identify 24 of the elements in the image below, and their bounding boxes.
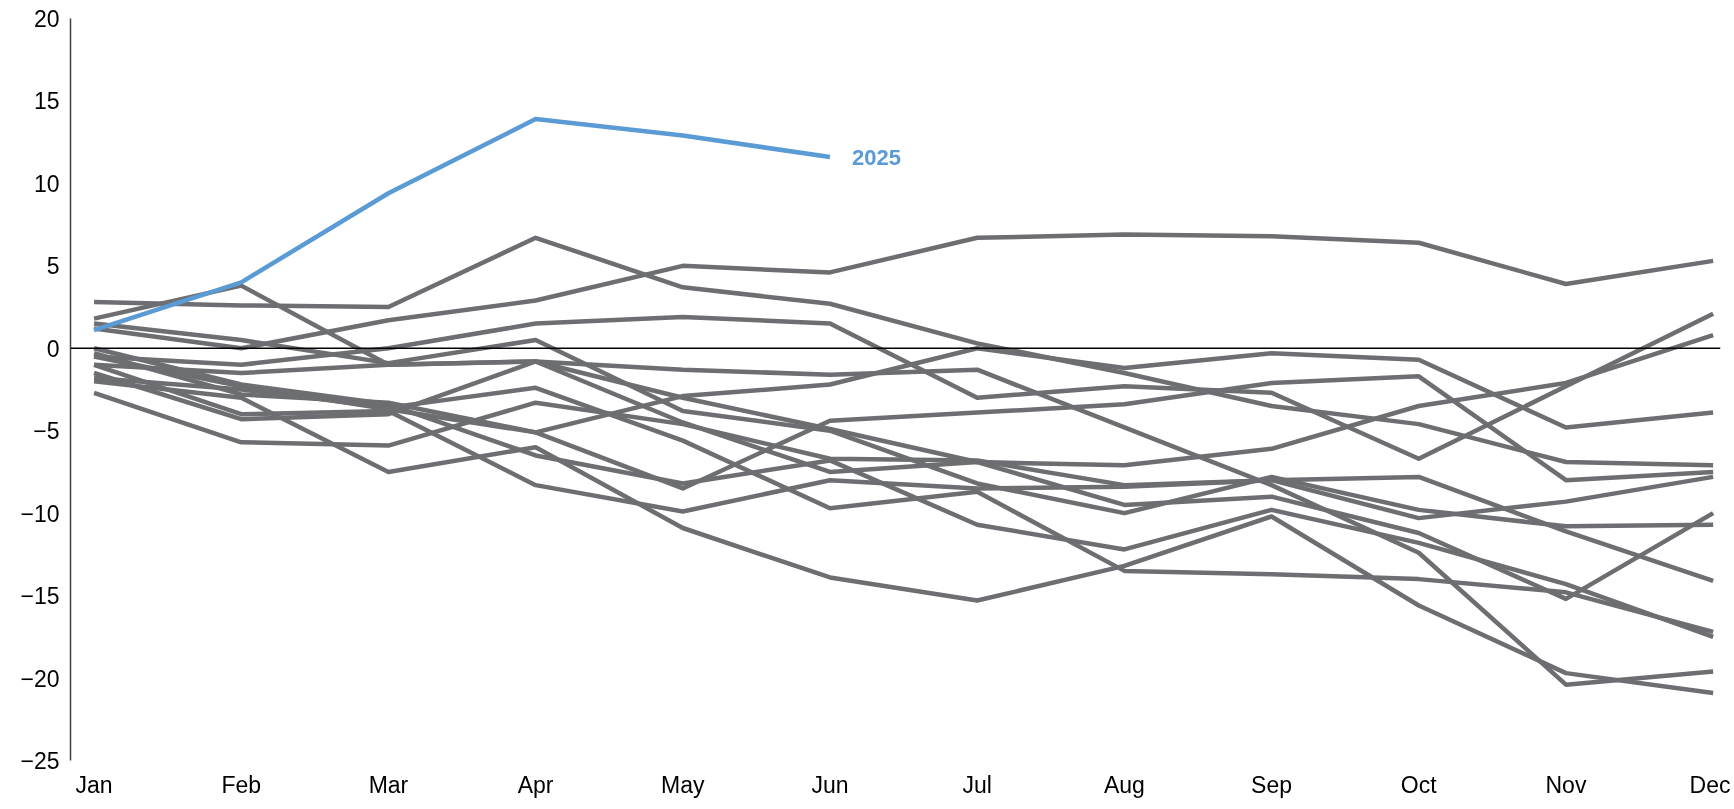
x-tick-label: May xyxy=(661,771,706,798)
x-tick-label: Jun xyxy=(811,771,849,798)
x-tick-label: Dec xyxy=(1689,771,1731,798)
x-tick-label: Aug xyxy=(1103,771,1145,798)
x-tick-label: Sep xyxy=(1251,771,1293,798)
y-tick-label: 5 xyxy=(46,253,60,280)
x-tick-label: Mar xyxy=(368,771,409,798)
y-tick-label: −25 xyxy=(20,748,60,774)
x-tick-label: Jan xyxy=(75,771,113,798)
y-tick-label: 20 xyxy=(33,6,60,32)
y-tick-label: 15 xyxy=(33,88,60,115)
x-tick-label: Apr xyxy=(517,771,554,798)
x-tick-label: Oct xyxy=(1400,771,1438,798)
line-series xyxy=(91,116,833,333)
x-tick-label: Jul xyxy=(962,771,992,798)
y-tick-label: −20 xyxy=(20,665,60,692)
x-tick-label: Nov xyxy=(1545,771,1587,798)
y-tick-label: 10 xyxy=(33,170,60,197)
series-label: 2025 xyxy=(852,144,902,170)
y-tick-label: −5 xyxy=(33,418,60,445)
x-tick-label: Feb xyxy=(221,771,262,798)
y-tick-label: 0 xyxy=(46,335,60,362)
y-tick-label: −15 xyxy=(20,583,60,610)
y-tick-label: −10 xyxy=(20,500,60,527)
